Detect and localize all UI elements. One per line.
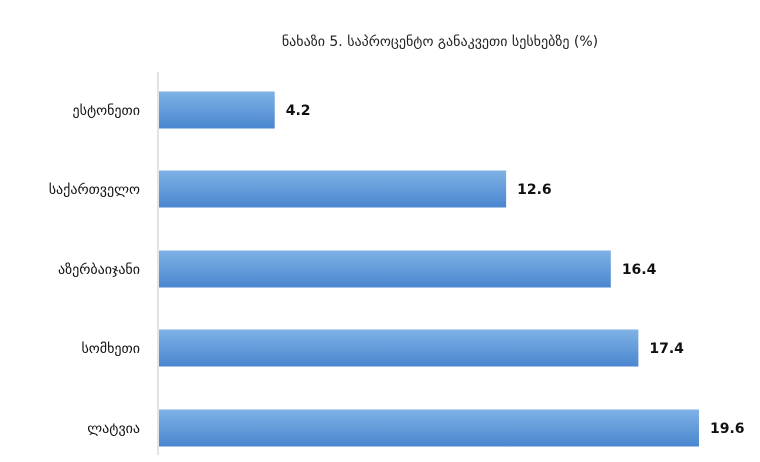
value-label-3: 16.4 xyxy=(622,262,657,278)
chart-title: ნახაზი 5. საპროცენტო განაკვეთი სესხებზე … xyxy=(282,33,598,50)
category-label-1: ესტონეთი xyxy=(73,103,140,119)
category-label-5: ლატვია xyxy=(87,421,140,437)
bar-1 xyxy=(159,91,275,129)
category-label-2: საქართველო xyxy=(49,181,140,198)
bar-3 xyxy=(159,250,611,288)
bars-group: ესტონეთი 4.2 საქართველო 12.6 აზერბაიჯანი 16.4… xyxy=(49,91,745,447)
value-label-5: 19.6 xyxy=(710,421,745,437)
category-label-3: აზერბაიჯანი xyxy=(58,261,140,278)
value-label-2: 12.6 xyxy=(517,182,552,198)
value-label-4: 17.4 xyxy=(649,341,684,357)
value-label-1: 4.2 xyxy=(286,103,311,119)
bar-5 xyxy=(159,409,699,447)
bar-2 xyxy=(159,170,507,208)
category-label-4: სომხეთი xyxy=(81,341,140,357)
bar-4 xyxy=(159,329,639,367)
